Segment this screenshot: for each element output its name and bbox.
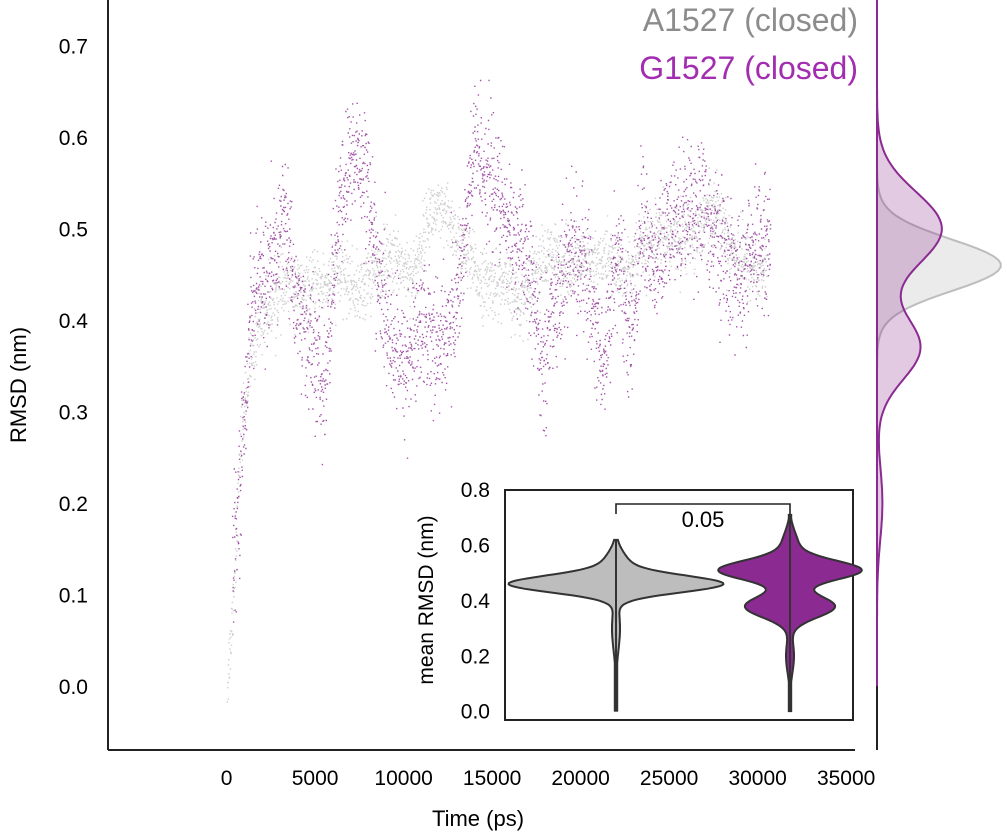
- main-x-tick-label: 10000: [374, 767, 432, 790]
- marginal-density-plot: [877, 0, 1001, 750]
- main-y-tick-label: 0.0: [59, 676, 88, 699]
- density-g1527: [877, 0, 942, 686]
- main-y-ticks: 0.0 0.1 0.2 0.3 0.4 0.5 0.6 0.7: [59, 36, 89, 699]
- inset-y-tick-label: 0.2: [461, 645, 490, 668]
- inset-y-tick-label: 0.4: [461, 590, 491, 613]
- legend-entry-a1527: A1527 (closed): [643, 2, 858, 38]
- y-axis-label: RMSD (nm): [6, 327, 31, 443]
- main-x-tick-label: 25000: [640, 767, 698, 790]
- main-x-tick-label: 30000: [728, 767, 786, 790]
- main-y-tick-label: 0.6: [59, 127, 88, 150]
- legend-entry-g1527: G1527 (closed): [639, 50, 858, 86]
- main-y-tick-label: 0.1: [59, 585, 88, 608]
- inset-y-ticks: 0.0 0.2 0.4 0.6 0.8: [461, 479, 491, 724]
- significance-p-value: 0.05: [682, 507, 725, 532]
- inset-y-tick-label: 0.6: [461, 534, 490, 557]
- inset-y-axis-label: mean RMSD (nm): [415, 515, 438, 684]
- main-x-tick-label: 0: [221, 767, 233, 790]
- density-curves: [877, 0, 1001, 686]
- main-x-tick-label: 20000: [551, 767, 609, 790]
- main-x-ticks: 0 5000 10000 15000 20000 25000 30000 35000: [221, 767, 876, 790]
- inset-y-tick-label: 0.8: [461, 479, 490, 502]
- inset-y-tick-label: 0.0: [461, 701, 490, 724]
- main-y-tick-label: 0.2: [59, 493, 88, 516]
- main-y-tick-label: 0.4: [59, 310, 89, 333]
- x-axis-label: Time (ps): [432, 806, 524, 831]
- main-y-tick-label: 0.5: [59, 219, 88, 242]
- main-x-tick-label: 35000: [817, 767, 875, 790]
- main-x-tick-label: 15000: [463, 767, 521, 790]
- main-y-tick-label: 0.7: [59, 36, 88, 59]
- main-y-tick-label: 0.3: [59, 402, 88, 425]
- inset-violin-plot: 0.0 0.2 0.4 0.6 0.8 0.05 mean RMSD (nm): [415, 479, 862, 724]
- main-x-tick-label: 5000: [292, 767, 339, 790]
